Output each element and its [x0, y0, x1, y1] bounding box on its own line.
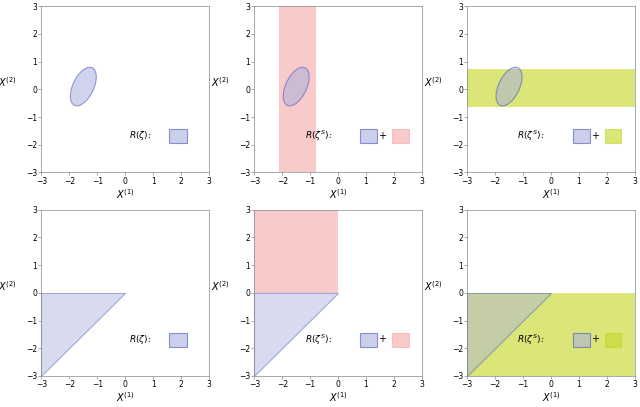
Polygon shape — [254, 293, 338, 376]
FancyBboxPatch shape — [360, 129, 377, 143]
Text: $R(\zeta^S)$:: $R(\zeta^S)$: — [305, 332, 332, 346]
Bar — [467, 293, 635, 376]
FancyBboxPatch shape — [605, 333, 621, 347]
Text: $R(\zeta^S)$:: $R(\zeta^S)$: — [517, 332, 545, 346]
FancyBboxPatch shape — [392, 333, 408, 347]
Y-axis label: $X^{(2)}$: $X^{(2)}$ — [0, 279, 17, 293]
Y-axis label: $X^{(2)}$: $X^{(2)}$ — [211, 279, 230, 293]
Text: +: + — [378, 131, 387, 141]
Text: $R(\zeta)$:: $R(\zeta)$: — [129, 129, 151, 142]
Y-axis label: $X^{(2)}$: $X^{(2)}$ — [424, 76, 443, 89]
FancyBboxPatch shape — [392, 129, 408, 143]
Text: +: + — [378, 334, 387, 344]
Text: +: + — [591, 334, 599, 344]
Text: $R(\zeta^S)$:: $R(\zeta^S)$: — [305, 129, 332, 143]
FancyBboxPatch shape — [573, 129, 589, 143]
Text: $R(\zeta)$:: $R(\zeta)$: — [129, 333, 151, 346]
FancyBboxPatch shape — [360, 333, 377, 347]
Polygon shape — [42, 293, 125, 376]
FancyBboxPatch shape — [573, 333, 589, 347]
X-axis label: $X^{(1)}$: $X^{(1)}$ — [329, 187, 348, 201]
X-axis label: $X^{(1)}$: $X^{(1)}$ — [541, 390, 561, 404]
Y-axis label: $X^{(2)}$: $X^{(2)}$ — [424, 279, 443, 293]
Bar — [467, 68, 635, 107]
Text: $R(\zeta^S)$:: $R(\zeta^S)$: — [517, 129, 545, 143]
Bar — [280, 6, 316, 173]
Y-axis label: $X^{(2)}$: $X^{(2)}$ — [211, 76, 230, 89]
Ellipse shape — [70, 67, 96, 106]
Ellipse shape — [283, 67, 309, 106]
X-axis label: $X^{(1)}$: $X^{(1)}$ — [116, 187, 134, 201]
Y-axis label: $X^{(2)}$: $X^{(2)}$ — [0, 76, 17, 89]
Text: +: + — [591, 131, 599, 141]
X-axis label: $X^{(1)}$: $X^{(1)}$ — [541, 187, 561, 201]
FancyBboxPatch shape — [169, 333, 188, 347]
Polygon shape — [467, 293, 551, 376]
FancyBboxPatch shape — [169, 129, 188, 143]
X-axis label: $X^{(1)}$: $X^{(1)}$ — [329, 390, 348, 404]
X-axis label: $X^{(1)}$: $X^{(1)}$ — [116, 390, 134, 404]
FancyBboxPatch shape — [605, 129, 621, 143]
Ellipse shape — [496, 67, 522, 106]
